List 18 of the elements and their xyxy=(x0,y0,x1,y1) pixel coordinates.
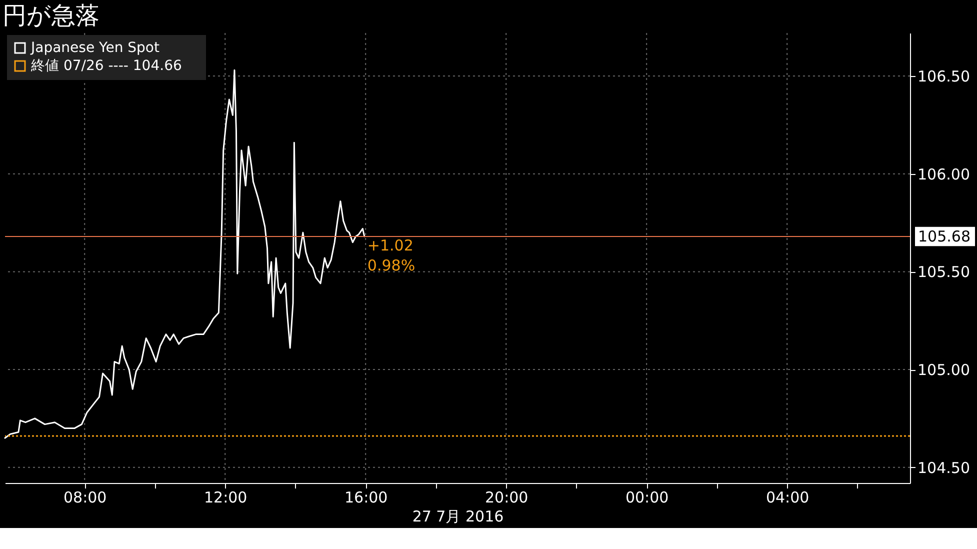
ref-line-label: 105.68 xyxy=(918,227,970,246)
x-tick-label: 20:00 xyxy=(484,488,528,506)
annotation: +1.02 xyxy=(367,236,414,254)
annotation: 0.98% xyxy=(367,256,416,274)
x-tick-label: 04:00 xyxy=(766,488,810,506)
x-tick-label: 12:00 xyxy=(204,488,248,506)
y-tick-label: 106.00 xyxy=(918,165,970,184)
x-tick-label: 16:00 xyxy=(344,488,388,506)
x-axis-title: 27 7月 2016 xyxy=(412,508,504,526)
x-tick-label: 08:00 xyxy=(63,488,107,506)
y-tick-label: 105.50 xyxy=(918,263,970,282)
legend-label: 終値 07/26 ---- 104.66 xyxy=(30,58,182,74)
y-tick-label: 104.50 xyxy=(918,458,970,477)
x-tick-label: 00:00 xyxy=(625,488,669,506)
legend-label: Japanese Yen Spot xyxy=(30,40,160,56)
chart-title: 円が急落 xyxy=(2,2,100,30)
y-tick-label: 106.50 xyxy=(918,68,970,86)
y-tick-label: 105.00 xyxy=(918,361,970,380)
